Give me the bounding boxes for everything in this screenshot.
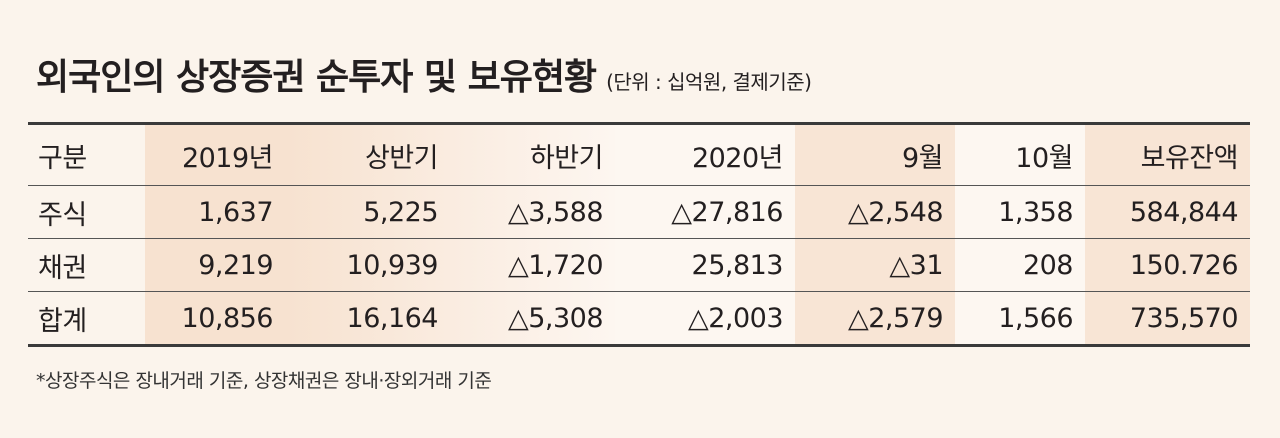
data-row: 채권 9,219 10,939 △1,720 25,813 △31 208 150.726 bbox=[28, 238, 1250, 292]
cell: △3,588 bbox=[450, 185, 615, 239]
cell: 상반기 bbox=[285, 123, 450, 186]
cell: 보유잔액 bbox=[1085, 123, 1250, 186]
cell: 1,637 bbox=[145, 185, 285, 239]
cell: 16,164 bbox=[285, 291, 450, 346]
cell: 208 bbox=[955, 238, 1085, 292]
cell: △27,816 bbox=[615, 185, 795, 239]
data-table: 구분 2019년 상반기 하반기 2020년 9월 10월 보유잔액 주식 1,637 5,225 △… bbox=[28, 122, 1250, 347]
cell: 구분 bbox=[28, 123, 145, 186]
cell: 584,844 bbox=[1085, 185, 1250, 239]
cell: △1,720 bbox=[450, 238, 615, 292]
cell: △5,308 bbox=[450, 291, 615, 346]
cell: △31 bbox=[795, 238, 955, 292]
cell: 5,225 bbox=[285, 185, 450, 239]
cell: 1,566 bbox=[955, 291, 1085, 346]
cell: 10,939 bbox=[285, 238, 450, 292]
footnote: *상장주식은 장내거래 기준, 상장채권은 장내·장외거래 기준 bbox=[36, 370, 492, 392]
cell: 150.726 bbox=[1085, 238, 1250, 292]
cell: 1,358 bbox=[955, 185, 1085, 239]
cell: 2019년 bbox=[145, 123, 285, 186]
cell: 735,570 bbox=[1085, 291, 1250, 346]
cell: △2,548 bbox=[795, 185, 955, 239]
title-block: 외국인의 상장증권 순투자 및 보유현황 (단위 : 십억원, 결제기준) bbox=[36, 48, 812, 100]
title: 외국인의 상장증권 순투자 및 보유현황 bbox=[36, 57, 597, 98]
cell: 10,856 bbox=[145, 291, 285, 346]
cell: 하반기 bbox=[450, 123, 615, 186]
cell: 9월 bbox=[795, 123, 955, 186]
cell: 합계 bbox=[38, 305, 87, 337]
cell: 25,813 bbox=[615, 238, 795, 292]
cell: △2,003 bbox=[615, 291, 795, 346]
cell: 9,219 bbox=[145, 238, 285, 292]
unit: (단위 : 십억원, 결제기준) bbox=[606, 70, 812, 94]
cell: 2020년 bbox=[615, 123, 795, 186]
cell: 주식 bbox=[28, 185, 145, 239]
data-row: 주식 1,637 5,225 △3,588 △27,816 △2,548 1,358 584,… bbox=[28, 185, 1250, 239]
cell: 채권 bbox=[28, 238, 145, 292]
cell: △2,579 bbox=[795, 291, 955, 346]
data-row: 합계 10,856 16,164 △5,308 △2,003 △2,579 1,566 735… bbox=[28, 291, 1250, 346]
cell: 10월 bbox=[955, 123, 1085, 186]
header-row: 구분 2019년 상반기 하반기 2020년 9월 10월 보유잔액 bbox=[28, 123, 1250, 186]
